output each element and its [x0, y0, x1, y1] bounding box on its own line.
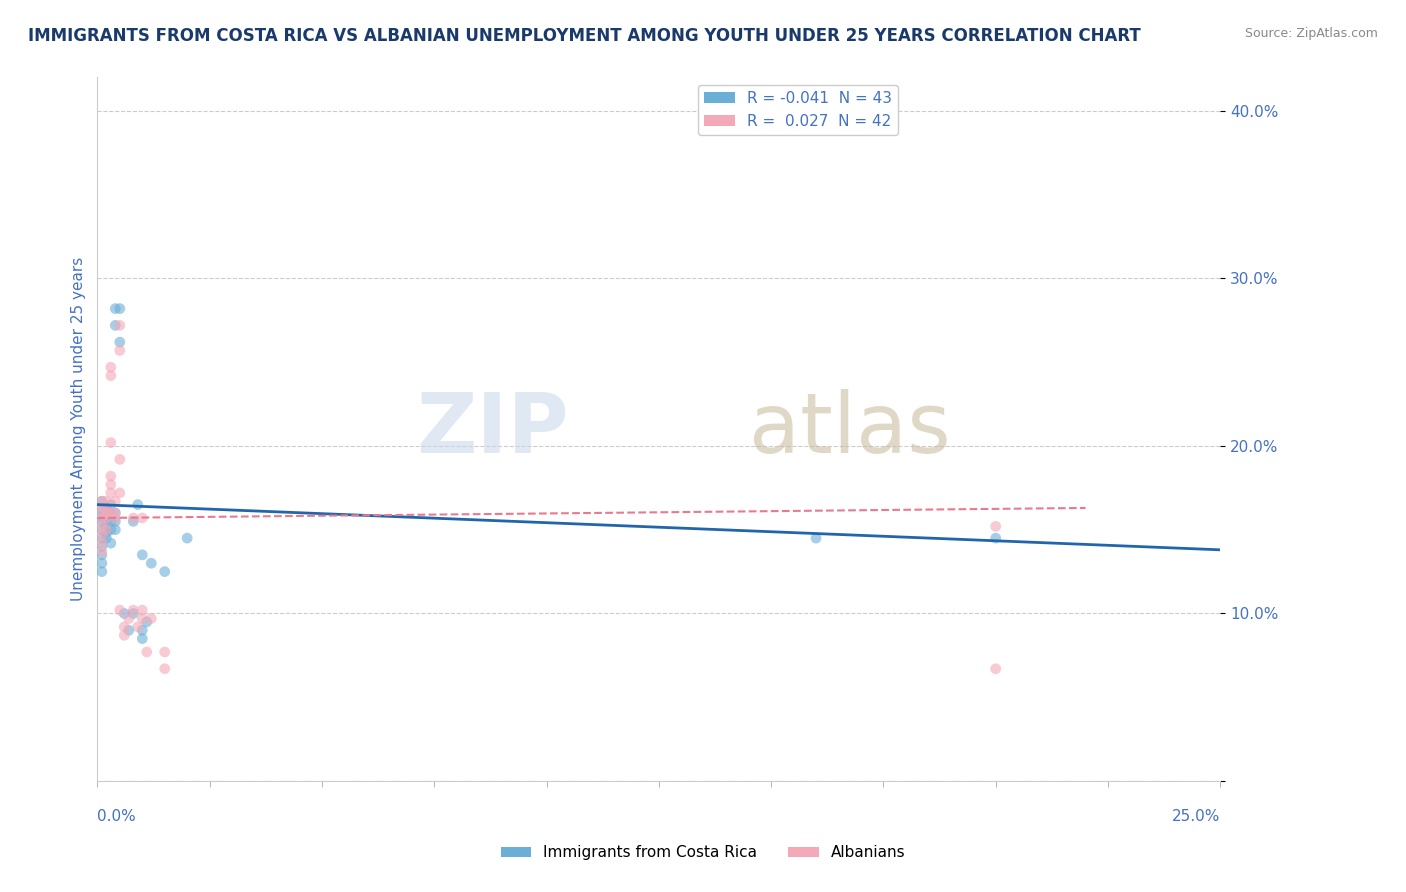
Point [90, 565, 112, 579]
Legend: Immigrants from Costa Rica, Albanians: Immigrants from Costa Rica, Albanians [495, 839, 911, 866]
Point [90, 502, 112, 516]
Point [108, 335, 131, 350]
Point [90, 536, 112, 550]
Point [100, 514, 122, 528]
Point [96, 511, 118, 525]
Point [153, 645, 176, 659]
Point [90, 519, 112, 533]
Point [104, 514, 127, 528]
Point [90, 523, 112, 537]
Point [90, 514, 112, 528]
Point [127, 620, 149, 634]
Point [100, 435, 122, 450]
Point [96, 523, 118, 537]
Point [108, 343, 131, 358]
Point [153, 662, 176, 676]
Point [131, 624, 153, 638]
Text: 0.0%: 0.0% [97, 809, 136, 824]
Point [112, 607, 135, 621]
Point [108, 486, 131, 500]
Point [131, 548, 153, 562]
Y-axis label: Unemployment Among Youth under 25 years: Unemployment Among Youth under 25 years [72, 257, 86, 601]
Point [127, 498, 149, 512]
Point [90, 556, 112, 570]
Point [112, 620, 135, 634]
Point [108, 603, 131, 617]
Point [90, 511, 112, 525]
Point [90, 502, 112, 516]
Text: 25.0%: 25.0% [1173, 809, 1220, 824]
Point [131, 632, 153, 646]
Point [96, 506, 118, 520]
Point [112, 628, 135, 642]
Text: Source: ZipAtlas.com: Source: ZipAtlas.com [1244, 27, 1378, 40]
Point [90, 494, 112, 508]
Point [118, 624, 141, 638]
Point [100, 523, 122, 537]
Point [100, 477, 122, 491]
Legend: R = -0.041  N = 43, R =  0.027  N = 42: R = -0.041 N = 43, R = 0.027 N = 42 [699, 85, 898, 135]
Point [104, 523, 127, 537]
Point [108, 452, 131, 467]
Point [100, 498, 122, 512]
Point [122, 607, 145, 621]
Point [96, 500, 118, 515]
Point [100, 486, 122, 500]
Point [96, 523, 118, 537]
Point [122, 603, 145, 617]
Point [108, 301, 131, 316]
Point [90, 528, 112, 542]
Point [984, 531, 1007, 545]
Point [118, 611, 141, 625]
Point [984, 662, 1007, 676]
Text: atlas: atlas [748, 389, 950, 470]
Point [104, 494, 127, 508]
Point [96, 494, 118, 508]
Point [176, 531, 198, 545]
Point [100, 360, 122, 375]
Point [96, 526, 118, 541]
Point [984, 519, 1007, 533]
Text: IMMIGRANTS FROM COSTA RICA VS ALBANIAN UNEMPLOYMENT AMONG YOUTH UNDER 25 YEARS C: IMMIGRANTS FROM COSTA RICA VS ALBANIAN U… [28, 27, 1140, 45]
Point [96, 506, 118, 520]
Point [104, 506, 127, 520]
Point [141, 556, 163, 570]
Point [104, 318, 127, 333]
Point [90, 548, 112, 562]
Text: ZIP: ZIP [416, 389, 569, 470]
Point [131, 611, 153, 625]
Point [90, 509, 112, 524]
Point [90, 544, 112, 558]
Point [100, 506, 122, 520]
Point [108, 318, 131, 333]
Point [104, 506, 127, 520]
Point [122, 514, 145, 528]
Point [100, 368, 122, 383]
Point [153, 565, 176, 579]
Point [96, 509, 118, 524]
Point [90, 540, 112, 554]
Point [90, 531, 112, 545]
Point [104, 511, 127, 525]
Point [804, 531, 827, 545]
Point [131, 603, 153, 617]
Point [96, 531, 118, 545]
Point [141, 611, 163, 625]
Point [90, 494, 112, 508]
Point [100, 506, 122, 520]
Point [96, 514, 118, 528]
Point [135, 645, 157, 659]
Point [135, 615, 157, 629]
Point [131, 511, 153, 525]
Point [104, 301, 127, 316]
Point [96, 502, 118, 516]
Point [100, 469, 122, 483]
Point [122, 511, 145, 525]
Point [100, 536, 122, 550]
